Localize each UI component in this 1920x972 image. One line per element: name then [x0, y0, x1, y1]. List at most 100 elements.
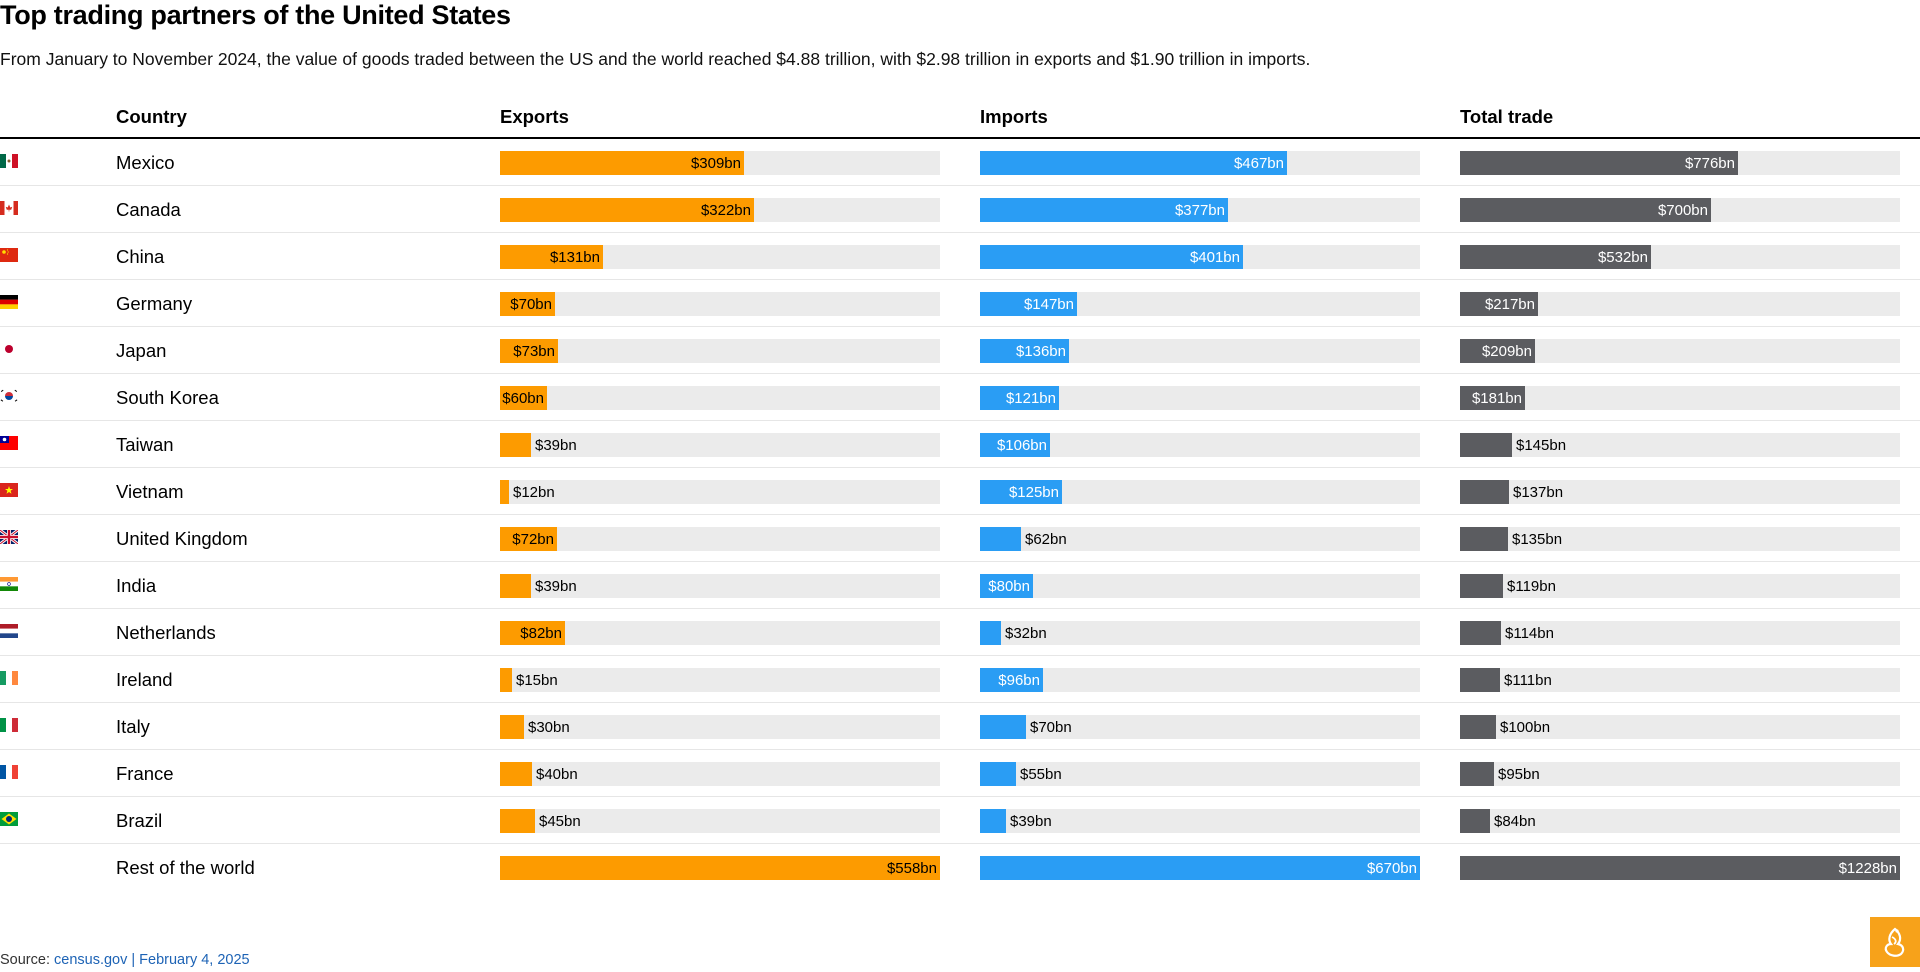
exports-value-label: $72bn	[512, 531, 554, 548]
total-bar	[1460, 433, 1512, 457]
total-track: $84bn	[1460, 809, 1900, 833]
imports-bar	[980, 574, 1033, 598]
exports-value-label: $73bn	[513, 343, 555, 360]
total-bar	[1460, 762, 1494, 786]
imports-bar	[980, 292, 1077, 316]
total-value-label: $111bn	[1504, 672, 1552, 689]
country-name: Canada	[116, 199, 181, 220]
total-bar	[1460, 292, 1538, 316]
header-country: Country	[116, 106, 187, 127]
imports-value-label: $467bn	[1233, 155, 1284, 172]
exports-value-label: $15bn	[516, 672, 558, 689]
source-link[interactable]: census.gov | February 4, 2025	[54, 952, 250, 968]
italy-flag-icon	[0, 718, 18, 732]
source-label: Source:	[0, 952, 54, 968]
total-bar	[1460, 621, 1501, 645]
exports-value-label: $131bn	[549, 249, 600, 266]
exports-track: $309bn	[500, 151, 940, 175]
total-track: $114bn	[1460, 621, 1900, 645]
imports-value-label: $55bn	[1020, 766, 1062, 783]
exports-value-label: $30bn	[528, 719, 570, 736]
total-track: $135bn	[1460, 527, 1900, 551]
total-value-label: $84bn	[1494, 813, 1536, 830]
imports-track: $55bn	[980, 762, 1420, 786]
netherlands-flag-icon	[0, 624, 18, 638]
country-name: Ireland	[116, 669, 173, 690]
imports-value-label: $125bn	[1008, 484, 1059, 501]
imports-value-label: $96bn	[998, 672, 1040, 689]
country-name: Japan	[116, 340, 167, 361]
total-track: $700bn	[1460, 198, 1900, 222]
imports-track: $32bn	[980, 621, 1420, 645]
country-name: France	[116, 763, 174, 784]
exports-bar	[500, 762, 532, 786]
exports-bar	[500, 245, 603, 269]
country-name: United Kingdom	[116, 528, 248, 549]
exports-bar	[500, 198, 754, 222]
exports-bar	[500, 621, 565, 645]
imports-value-label: $39bn	[1010, 813, 1052, 830]
exports-value-label: $82bn	[520, 625, 562, 642]
imports-track: $62bn	[980, 527, 1420, 551]
exports-track: $39bn	[500, 574, 940, 598]
table-row: Italy $30bn $70bn $100bn	[0, 703, 1920, 750]
total-bar	[1460, 527, 1508, 551]
exports-track: $15bn	[500, 668, 940, 692]
total-track: $119bn	[1460, 574, 1900, 598]
total-track: $1228bn	[1460, 856, 1900, 880]
exports-bar	[500, 292, 555, 316]
brazil-flag-icon	[0, 812, 18, 826]
al-jazeera-logo-icon	[1870, 917, 1920, 967]
total-bar	[1460, 809, 1490, 833]
exports-value-label: $39bn	[535, 437, 577, 454]
imports-value-label: $401bn	[1189, 249, 1240, 266]
imports-bar	[980, 151, 1287, 175]
exports-track: $73bn	[500, 339, 940, 363]
imports-bar	[980, 668, 1043, 692]
imports-track: $96bn	[980, 668, 1420, 692]
table-row: Japan $73bn $136bn $209bn	[0, 327, 1920, 374]
uk-flag-icon	[0, 530, 18, 544]
header-exports: Exports	[500, 106, 569, 127]
header-imports: Imports	[980, 106, 1048, 127]
total-track: $137bn	[1460, 480, 1900, 504]
imports-track: $136bn	[980, 339, 1420, 363]
exports-track: $12bn	[500, 480, 940, 504]
chart-subtitle: From January to November 2024, the value…	[0, 49, 1311, 69]
imports-track: $670bn	[980, 856, 1420, 880]
table-row: China $131bn $401bn $532bn	[0, 233, 1920, 280]
imports-value-label: $32bn	[1005, 625, 1047, 642]
table-row: Ireland $15bn $96bn $111bn	[0, 656, 1920, 703]
ireland-flag-icon	[0, 671, 18, 685]
imports-track: $39bn	[980, 809, 1420, 833]
imports-value-label: $670bn	[1366, 860, 1417, 877]
exports-track: $72bn	[500, 527, 940, 551]
exports-bar	[500, 339, 558, 363]
exports-track: $322bn	[500, 198, 940, 222]
imports-bar	[980, 856, 1420, 880]
total-bar	[1460, 480, 1509, 504]
total-bar	[1460, 151, 1738, 175]
germany-flag-icon	[0, 295, 18, 309]
total-track: $111bn	[1460, 668, 1900, 692]
total-track: $532bn	[1460, 245, 1900, 269]
total-value-label: $145bn	[1516, 437, 1567, 454]
imports-value-label: $136bn	[1015, 343, 1066, 360]
table-row: South Korea $60bn $121bn $181bn	[0, 374, 1920, 421]
country-name: China	[116, 246, 165, 267]
exports-value-label: $12bn	[513, 484, 555, 501]
country-name: South Korea	[116, 387, 219, 408]
total-value-label: $119bn	[1507, 578, 1556, 595]
imports-track: $121bn	[980, 386, 1420, 410]
total-bar	[1460, 198, 1711, 222]
imports-value-label: $377bn	[1174, 202, 1225, 219]
total-track: $100bn	[1460, 715, 1900, 739]
exports-track: $45bn	[500, 809, 940, 833]
exports-value-label: $45bn	[539, 813, 581, 830]
table-row: France $40bn $55bn $95bn	[0, 750, 1920, 797]
total-track: $145bn	[1460, 433, 1900, 457]
table-row: Germany $70bn $147bn $217bn	[0, 280, 1920, 327]
table-row: India $39bn $80bn $119bn	[0, 562, 1920, 609]
imports-bar	[980, 527, 1021, 551]
header-total-trade: Total trade	[1460, 106, 1554, 127]
